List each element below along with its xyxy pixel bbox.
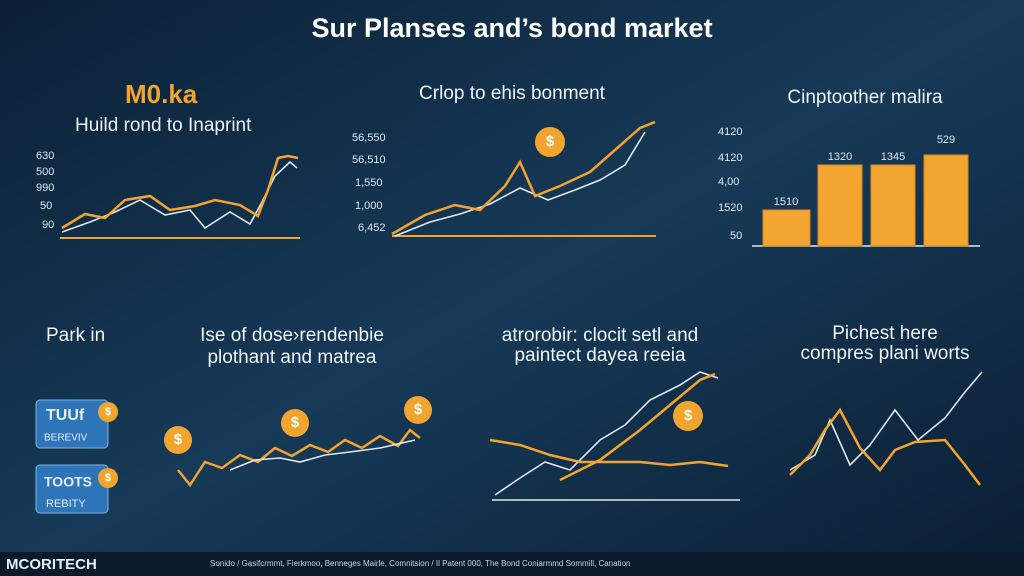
bar-label: 1320: [828, 151, 852, 163]
subtitle: Park in: [46, 325, 105, 346]
bar: [817, 164, 863, 247]
tick: 90: [42, 219, 54, 231]
badge: [35, 399, 109, 449]
tick: 500: [36, 166, 54, 178]
heading: compres plani worts: [801, 343, 970, 364]
bar-label: 1510: [774, 196, 798, 208]
coin-symbol: $: [105, 406, 111, 418]
tick: 50: [730, 230, 742, 242]
tick: 6,452: [358, 222, 386, 234]
badge-label: BEREVIV: [44, 433, 88, 444]
badge-logo: TUUf: [46, 407, 85, 424]
tick: 1520: [718, 202, 742, 214]
tick: 990: [36, 182, 54, 194]
coin: [98, 468, 118, 488]
coin: [535, 127, 565, 157]
coin: [164, 426, 192, 454]
kicker: M0.ka: [125, 79, 198, 109]
y-ticks: 630 500 990 50 90: [36, 150, 54, 231]
line: [391, 120, 656, 236]
sources: Sonido / Gasifcrmmt, Fierkmoo, Benneges …: [210, 559, 630, 568]
y-ticks: 56,550 56,510 1,550 1,000 6,452: [352, 132, 386, 234]
tick: 630: [36, 150, 54, 162]
tick: 4120: [718, 152, 742, 164]
bar: [870, 164, 916, 247]
line: [61, 154, 299, 230]
coin: [673, 401, 703, 431]
badge-logo: TOOTS: [44, 474, 92, 490]
heading: paintect dayea reeia: [514, 345, 686, 366]
bar: [762, 209, 811, 247]
bar: [923, 154, 969, 247]
subtitle: Crlop to ehis bonment: [419, 83, 606, 104]
line: [61, 160, 298, 233]
subtitle: Cinptoother malira: [787, 87, 943, 108]
tick: 4,00: [718, 176, 739, 188]
title: Sur Planses and’s bond market: [311, 13, 712, 43]
heading: atrorobir: clocit setl and: [502, 325, 698, 346]
heading: Pichest here: [832, 323, 938, 344]
bar-label: 529: [937, 134, 955, 146]
footer-bar: [0, 552, 1024, 576]
coin: [404, 396, 432, 424]
coin: [281, 409, 309, 437]
subtitle: Huild rond to Inaprint: [75, 115, 252, 136]
line: [789, 407, 981, 486]
tick: 56,510: [352, 154, 386, 166]
coin-symbol: $: [414, 401, 423, 418]
tick: 1,550: [355, 177, 383, 189]
coin-symbol: $: [174, 431, 183, 448]
line: [177, 428, 421, 488]
coin-symbol: $: [684, 407, 693, 424]
heading: plothant and matrea: [207, 347, 376, 368]
badge: [35, 464, 109, 514]
heading: Ise of dose›rendenbie: [200, 325, 384, 346]
coin: [98, 402, 118, 422]
line: [489, 438, 729, 468]
badge-label: REBITY: [46, 498, 86, 510]
tick: 1,000: [355, 200, 383, 212]
line: [494, 371, 719, 496]
line: [229, 439, 416, 471]
bar-label: 1345: [881, 151, 905, 163]
tick: 50: [40, 200, 52, 212]
y-ticks: 4120 4120 4,00 1520 50: [718, 126, 742, 242]
tick: 4120: [718, 126, 742, 138]
brand: MCORITECH: [6, 556, 97, 573]
coin-symbol: $: [105, 472, 111, 484]
coin-symbol: $: [291, 414, 300, 431]
line: [559, 372, 716, 482]
tick: 56,550: [352, 132, 386, 144]
line: [789, 371, 983, 471]
coin-symbol: $: [546, 133, 555, 150]
